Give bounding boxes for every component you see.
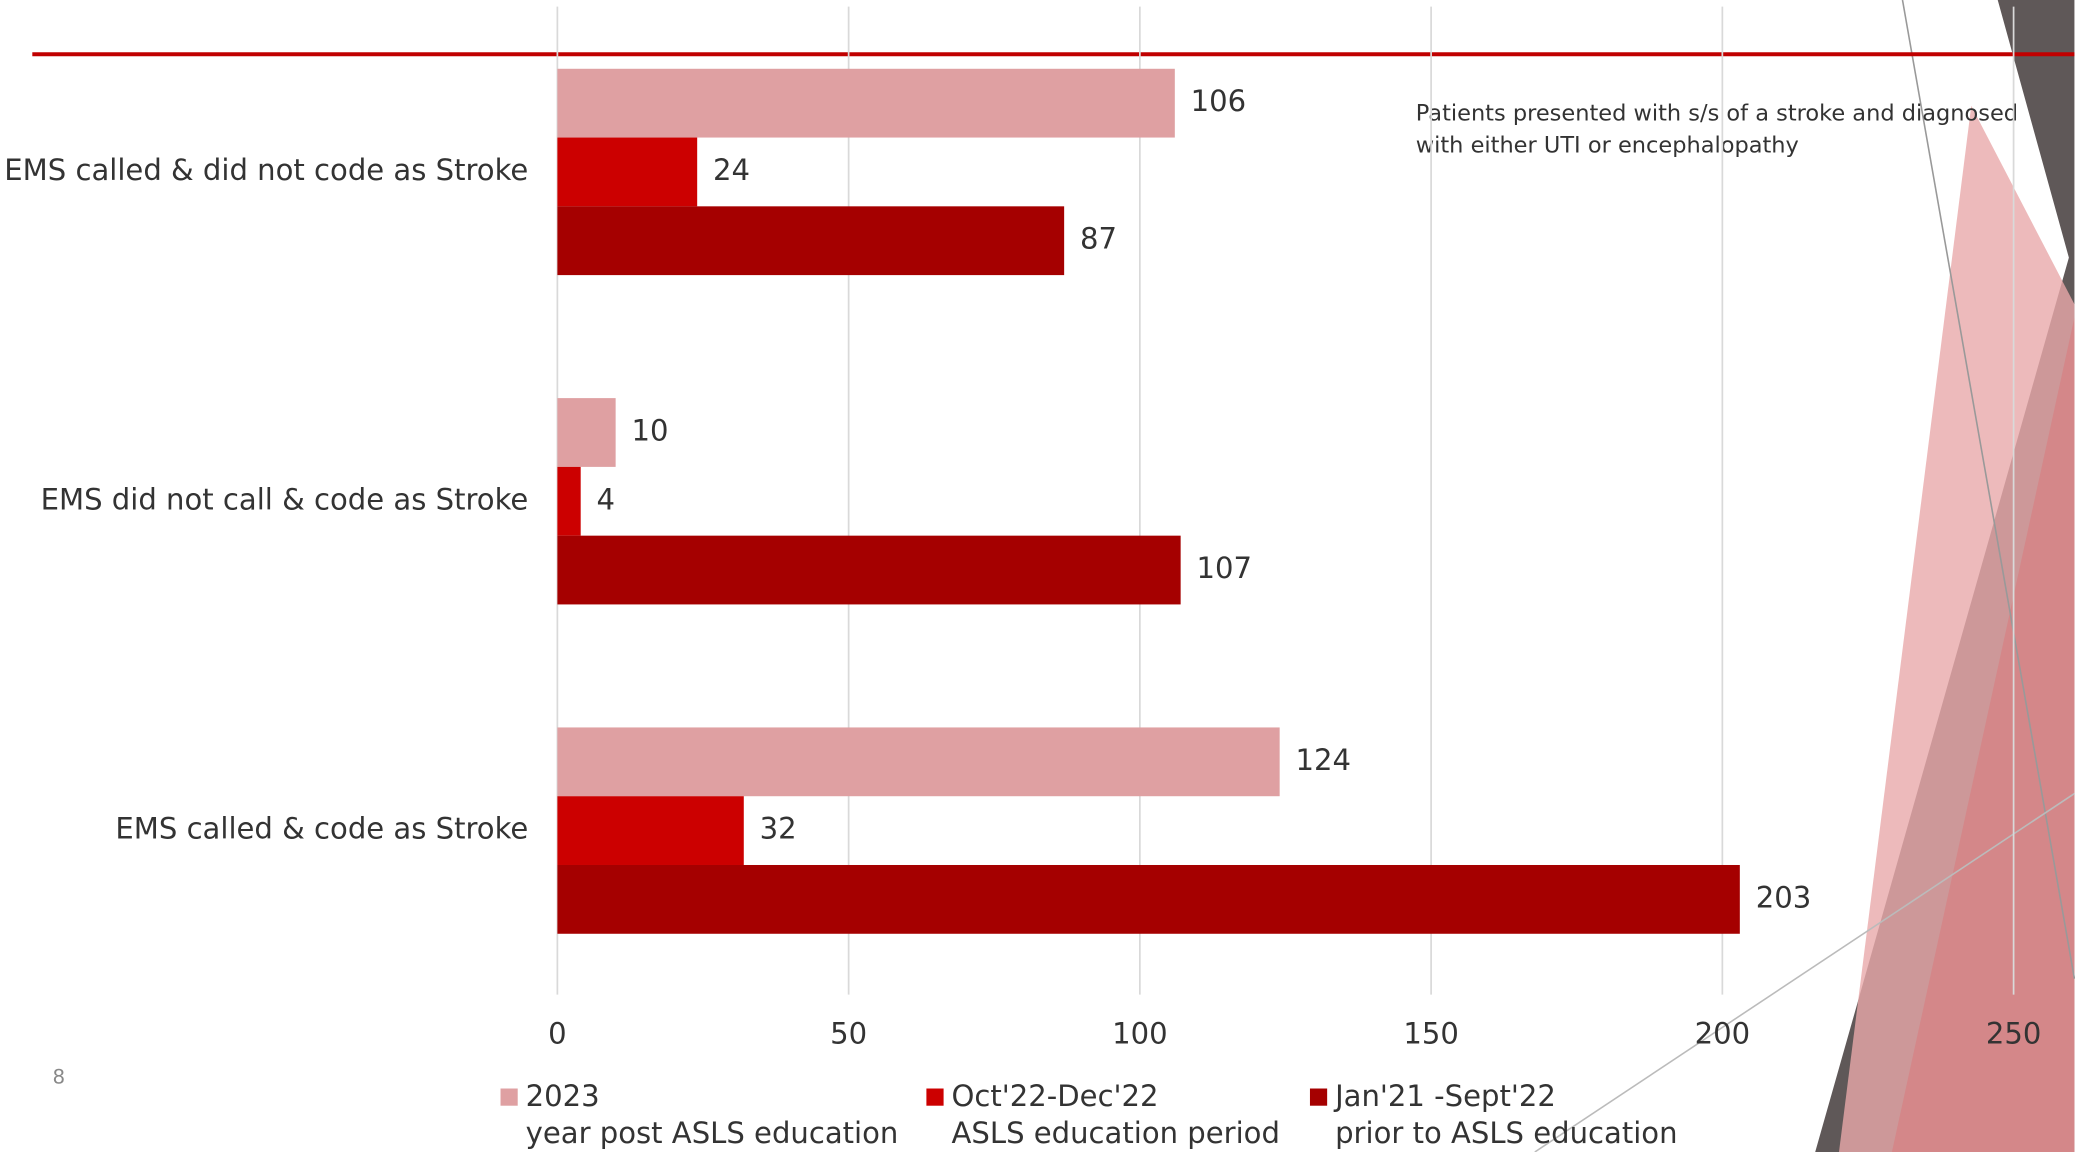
data-label: 87 [1080,222,1117,256]
legend-swatch [926,1089,943,1106]
page-number: 8 [52,1065,65,1088]
bar [557,536,1180,605]
x-tick-label: 150 [1403,1017,1459,1051]
data-label: 32 [760,812,797,846]
data-label: 203 [1756,880,1812,914]
x-tick-label: 50 [830,1017,867,1051]
x-tick-label: 0 [548,1017,567,1051]
data-label: 107 [1197,551,1253,585]
bar [557,69,1174,138]
data-label: 106 [1191,84,1247,118]
data-label: 10 [632,413,669,447]
y-tick-label: EMS called & code as Stroke [115,812,528,846]
y-tick-label: EMS did not call & code as Stroke [41,482,529,516]
chart: Patients presented with s/s of a stroke … [0,0,2075,1152]
annotation: Patients presented with s/s of a stroke … [1416,100,2018,158]
bar [557,727,1279,796]
bar [557,865,1739,934]
y-tick-label: EMS called & did not code as Stroke [4,153,528,187]
x-tick-label: 200 [1695,1017,1751,1051]
data-label: 124 [1296,743,1352,777]
bar [557,467,580,536]
data-label: 4 [597,482,616,516]
bar [557,796,743,865]
legend-swatch [1310,1089,1327,1106]
x-tick-label: 250 [1986,1017,2042,1051]
x-tick-label: 100 [1112,1017,1168,1051]
decoration [1535,0,2075,1152]
bar [557,206,1064,275]
bar [557,398,615,467]
page: {"chart_data": {"type": "hbar", "categor… [0,0,2075,1156]
bar [557,138,697,207]
data-label: 24 [713,153,750,187]
legend-swatch [501,1089,518,1106]
